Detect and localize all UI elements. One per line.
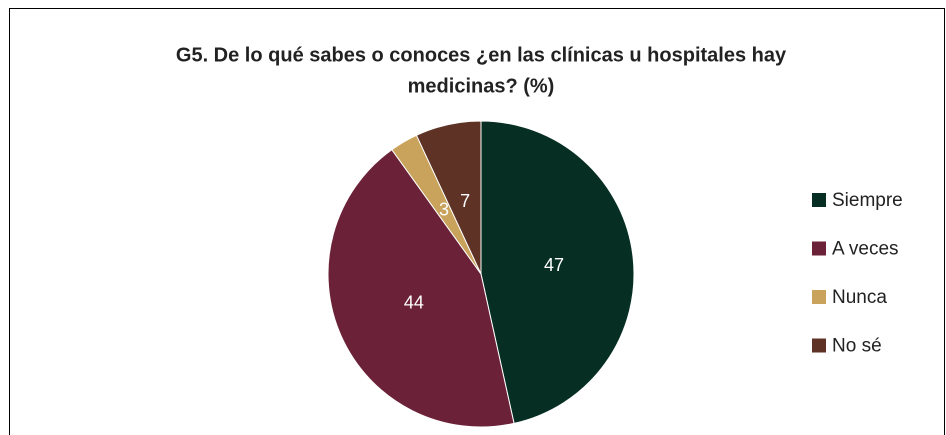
legend-label: Nunca <box>832 287 887 308</box>
chart-title: G5. De lo qué sabes o conoces ¿en las cl… <box>176 44 787 66</box>
data-label: 44 <box>404 293 424 313</box>
legend-label: No sé <box>832 336 882 357</box>
data-label: 7 <box>460 191 470 211</box>
pie-slice <box>415 120 482 275</box>
data-label: 3 <box>439 199 449 219</box>
legend-swatch <box>812 290 826 304</box>
pie-slice <box>327 148 515 428</box>
legend-label: A veces <box>832 239 899 260</box>
legend-swatch <box>812 241 826 256</box>
chart-title: medicinas? (%) <box>408 75 555 97</box>
pie-slice <box>480 120 635 424</box>
legend-label: Siempre <box>832 190 903 211</box>
legend-swatch <box>812 338 826 353</box>
data-label: 47 <box>544 255 564 275</box>
legend-swatch <box>812 193 826 207</box>
